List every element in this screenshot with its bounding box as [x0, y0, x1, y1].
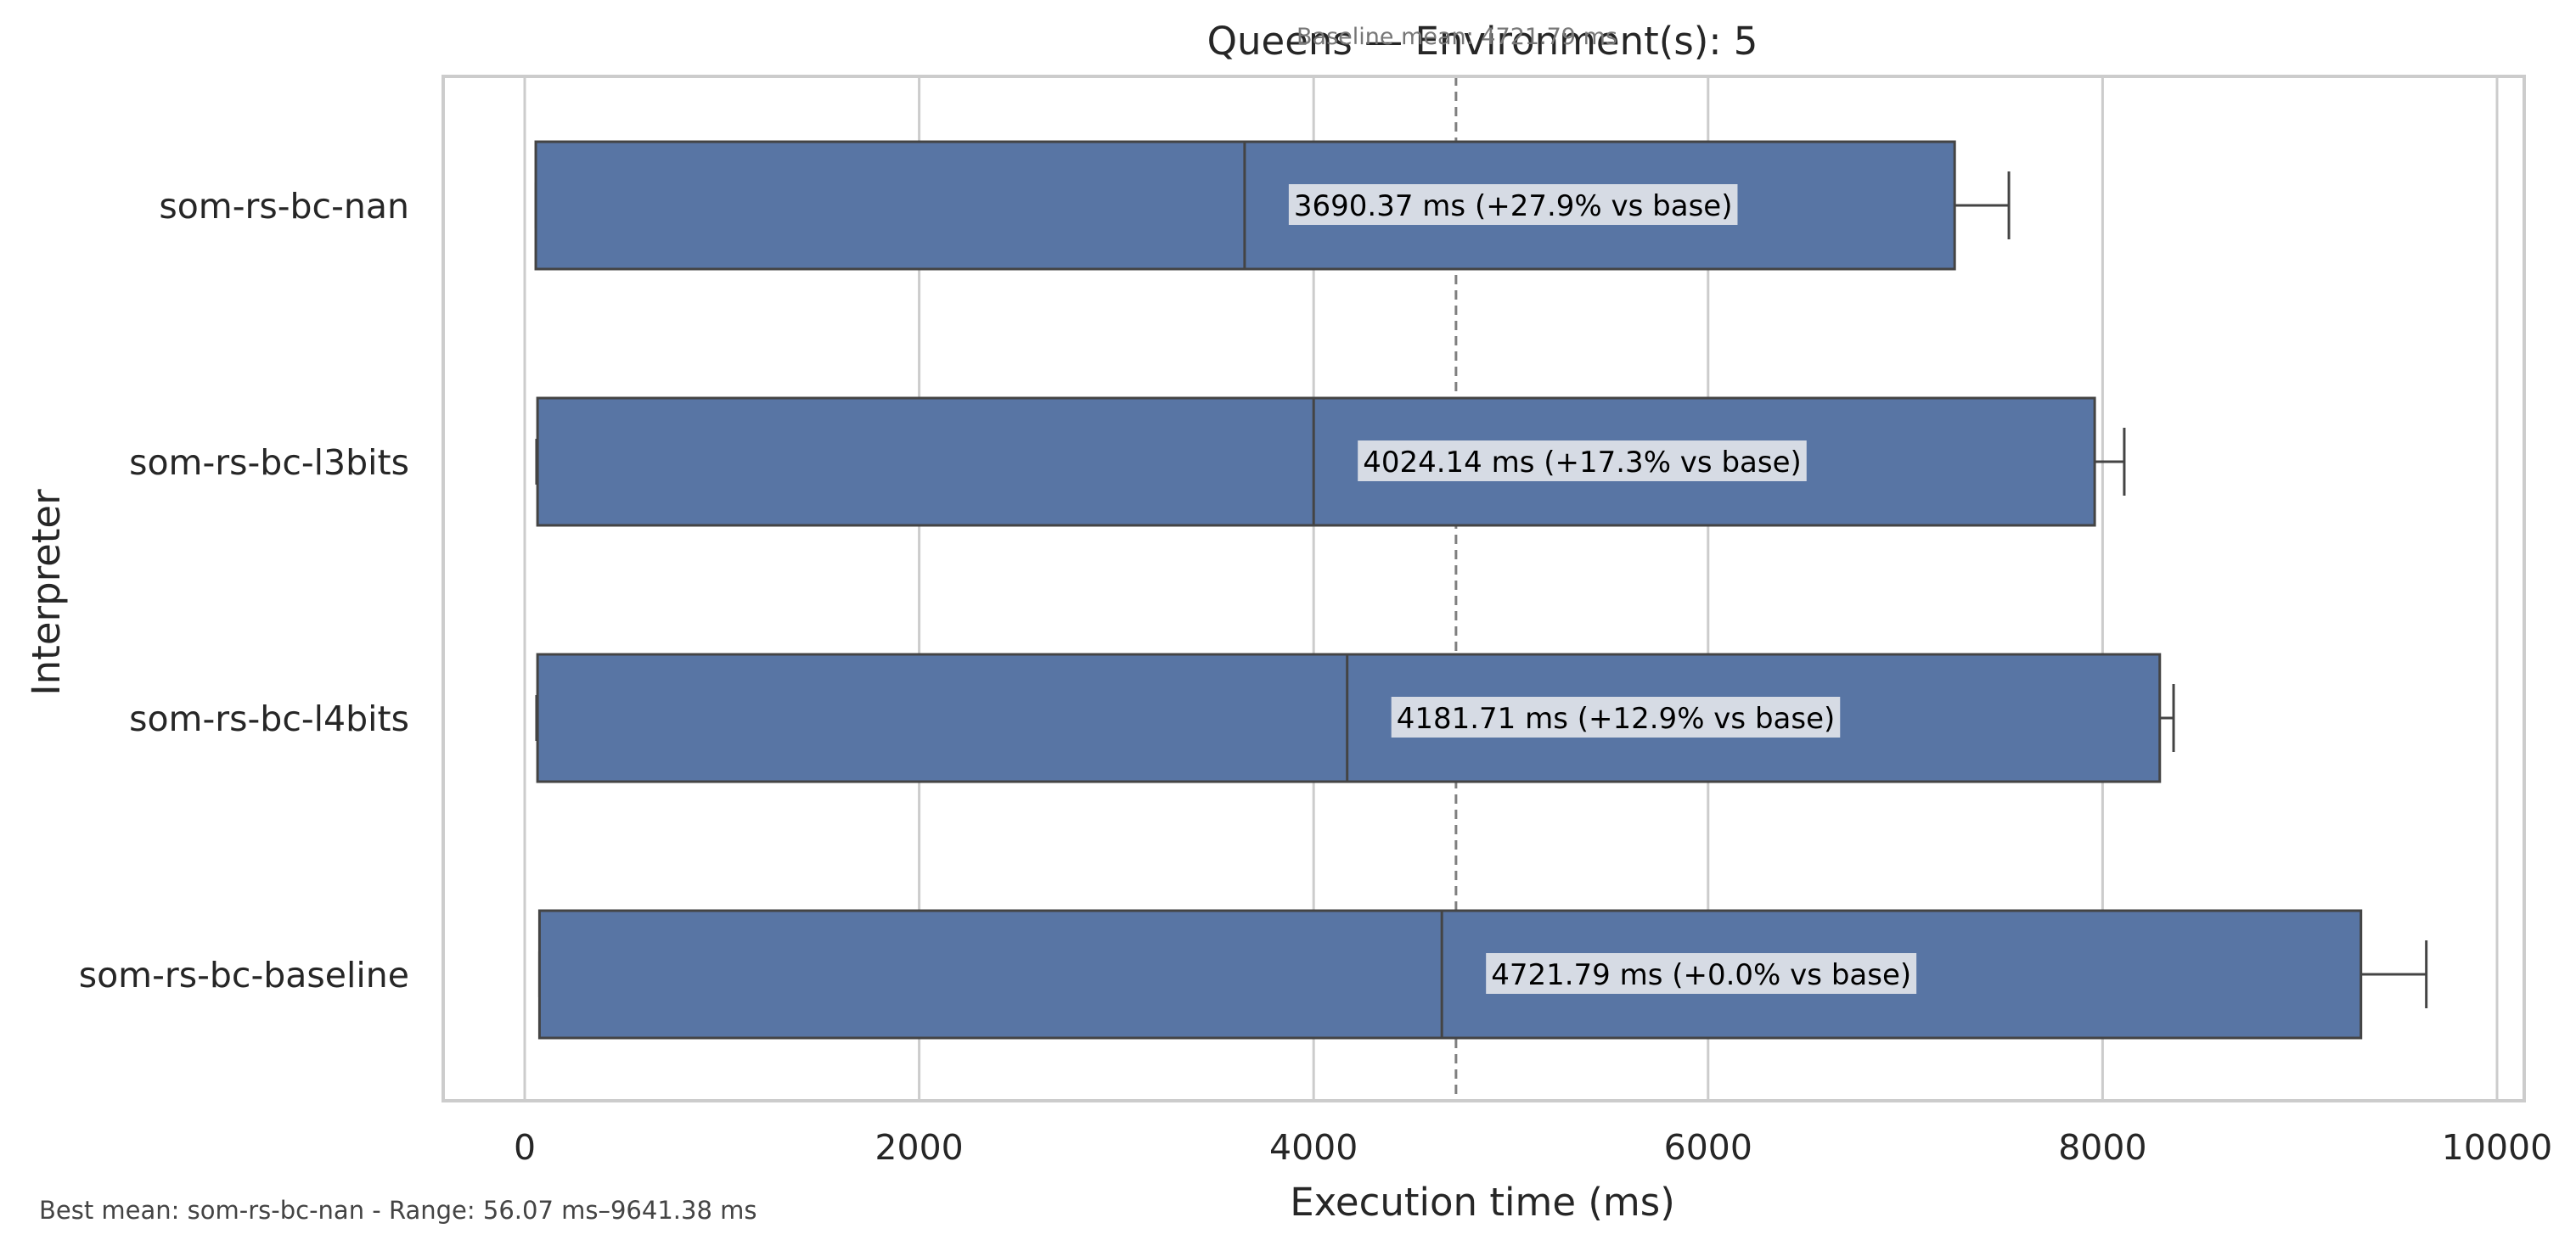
category-label: som-rs-bc-nan: [159, 186, 409, 227]
box-body: [536, 653, 2162, 783]
chart-title: Queens — Environment(s): 5: [1207, 19, 1758, 64]
data-label-background: [1486, 953, 1917, 994]
data-label-background: [1391, 697, 1841, 738]
box-som-rs-bc-nan: [534, 140, 2011, 271]
data-label-som-rs-bc-baseline: 4721.79 ms (+0.0% vs base): [1486, 953, 1917, 994]
data-label-text: 4024.14 ms (+17.3% vs base): [1363, 446, 1802, 480]
data-label-som-rs-bc-l4bits: 4181.71 ms (+12.9% vs base): [1391, 697, 1841, 738]
x-axis-title: Execution time (ms): [1290, 1180, 1675, 1225]
data-label-som-rs-bc-nan: 3690.37 ms (+27.9% vs base): [1288, 184, 1738, 225]
baseline-mean-annotation: Baseline mean: 4721.79 ms: [1296, 24, 1617, 50]
data-label-background: [1358, 440, 1807, 481]
category-label: som-rs-bc-baseline: [79, 955, 409, 996]
box-body: [537, 909, 2363, 1040]
x-tick-label: 2000: [875, 1127, 963, 1168]
boxes: [534, 140, 2428, 1040]
x-tick-label: 0: [514, 1127, 536, 1168]
data-labels: 3690.37 ms (+27.9% vs base) 4024.14 ms (+…: [1288, 184, 1917, 994]
x-tick-label: 6000: [1664, 1127, 1752, 1168]
box-som-rs-bc-baseline: [537, 909, 2428, 1040]
box-som-rs-bc-l4bits: [535, 653, 2175, 783]
data-label-text: 3690.37 ms (+27.9% vs base): [1294, 189, 1733, 223]
category-label: som-rs-bc-l4bits: [129, 698, 409, 739]
x-tick-labels: 0 2000 4000 6000 8000 10000: [514, 1127, 2552, 1168]
x-tick-label: 8000: [2058, 1127, 2146, 1168]
footer-note: Best mean: som-rs-bc-nan - Range: 56.07 …: [39, 1196, 756, 1225]
box-som-rs-bc-l3bits: [535, 396, 2126, 527]
x-tick-label: 4000: [1269, 1127, 1358, 1168]
data-label-background: [1288, 184, 1738, 225]
plot-area-frame: [442, 75, 2526, 1102]
data-label-som-rs-bc-l3bits: 4024.14 ms (+17.3% vs base): [1358, 440, 1807, 481]
category-label: som-rs-bc-l3bits: [129, 442, 409, 483]
category-labels: som-rs-bc-nan som-rs-bc-l3bits som-rs-bc-l…: [79, 186, 409, 996]
y-axis-title: Interpreter: [24, 489, 69, 696]
box-body: [536, 396, 2096, 527]
data-label-text: 4721.79 ms (+0.0% vs base): [1491, 958, 1911, 992]
x-tick-label: 10000: [2442, 1127, 2552, 1168]
data-label-text: 4181.71 ms (+12.9% vs base): [1397, 702, 1836, 736]
